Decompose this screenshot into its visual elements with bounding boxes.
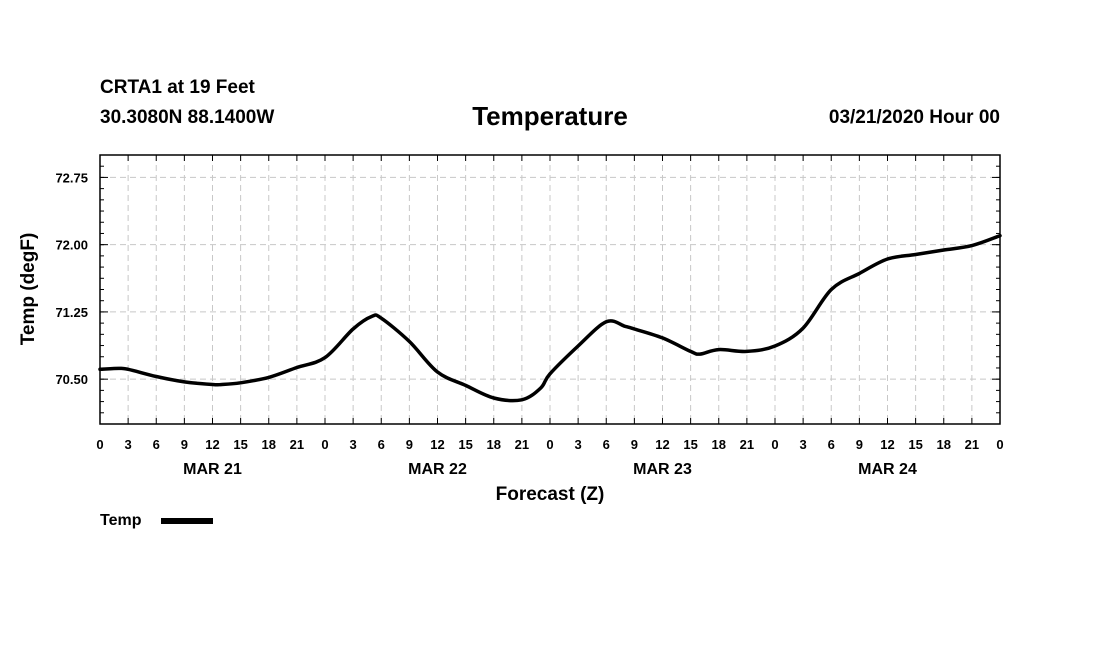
x-tick-label: 21: [515, 437, 529, 452]
date-label: MAR 24: [858, 461, 917, 478]
y-axis-label: Temp (degF): [18, 233, 39, 346]
x-tick-label: 6: [603, 437, 610, 452]
x-tick-label: 12: [655, 437, 669, 452]
x-tick-label: 15: [233, 437, 247, 452]
x-tick-label: 0: [96, 437, 103, 452]
date-labels: MAR 21 MAR 22 MAR 23 MAR 24: [183, 461, 917, 478]
x-tick-label: 15: [458, 437, 472, 452]
x-tick-label: 21: [965, 437, 979, 452]
date-label: MAR 23: [633, 461, 692, 478]
x-tick-label: 6: [828, 437, 835, 452]
date-label: MAR 22: [408, 461, 467, 478]
date-label: MAR 21: [183, 461, 242, 478]
x-tick-label: 12: [205, 437, 219, 452]
x-tick-label: 9: [856, 437, 863, 452]
x-tick-label: 0: [771, 437, 778, 452]
x-tick-label: 3: [350, 437, 357, 452]
x-tick-label: 18: [937, 437, 951, 452]
x-tick-label: 9: [631, 437, 638, 452]
chart-title: Temperature: [472, 101, 628, 131]
x-tick-label: 12: [880, 437, 894, 452]
x-tick-label: 0: [546, 437, 553, 452]
x-tick-label: 21: [290, 437, 304, 452]
x-tick-label: 3: [575, 437, 582, 452]
x-tick-label: 21: [740, 437, 754, 452]
x-tick-label: 12: [430, 437, 444, 452]
x-tick-label: 18: [712, 437, 726, 452]
legend-label: Temp: [100, 512, 142, 529]
legend: Temp: [100, 512, 213, 529]
x-tick-label: 3: [800, 437, 807, 452]
y-axis-ticks: 70.50 71.25 72.00 72.75: [55, 170, 1000, 387]
x-tick-label: 0: [321, 437, 328, 452]
x-tick-label: 18: [262, 437, 276, 452]
x-tick-label: 6: [378, 437, 385, 452]
station-label: CRTA1 at 19 Feet: [100, 77, 255, 98]
legend-swatch: [161, 518, 213, 524]
forecast-run-time: 03/21/2020 Hour 00: [828, 107, 1000, 128]
station-coordinates: 30.3080N 88.1400W: [100, 107, 275, 128]
x-tick-label: 15: [908, 437, 922, 452]
x-axis-label: Forecast (Z): [496, 484, 605, 505]
x-tick-label: 9: [406, 437, 413, 452]
x-tick-label: 15: [683, 437, 697, 452]
temp-series-line: [98, 233, 1002, 403]
y-tick-label: 72.00: [55, 238, 88, 253]
x-axis-ticks: 0 3 6 9 12 15 18 21 0 3 6 9 12 15 18 21 0 3 6 9 12 15 18 21 0 3 6 9…: [96, 155, 1004, 452]
x-tick-label: 3: [125, 437, 132, 452]
y-tick-label: 70.50: [55, 372, 88, 387]
x-tick-label: 6: [153, 437, 160, 452]
x-tick-label: 0: [996, 437, 1003, 452]
x-tick-label: 18: [487, 437, 501, 452]
x-tick-label: 9: [181, 437, 188, 452]
y-tick-label: 71.25: [55, 305, 88, 320]
y-tick-label: 72.75: [55, 170, 88, 185]
